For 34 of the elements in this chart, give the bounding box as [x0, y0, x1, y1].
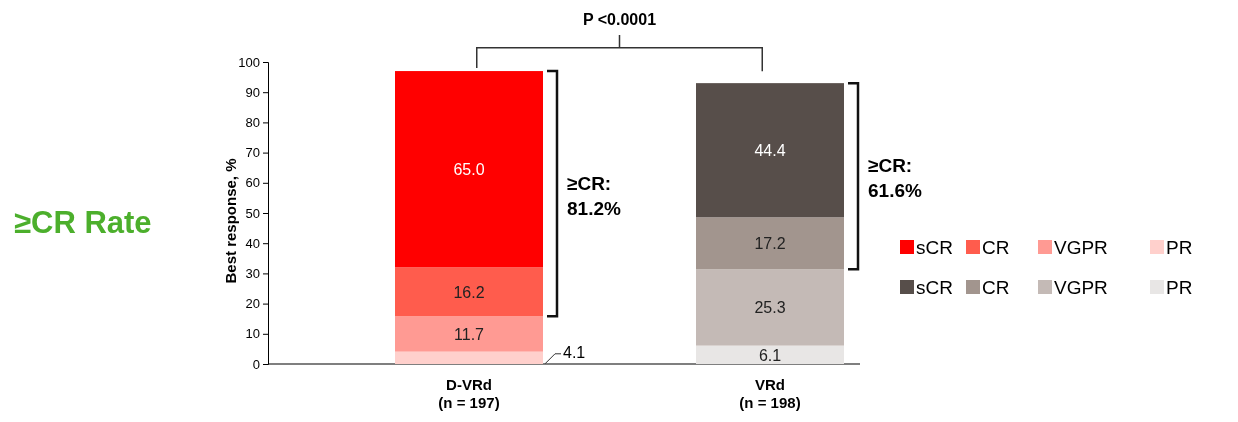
x-tick-label: D-VRd (n = 197) [438, 376, 500, 411]
text: ≥CR: 61.6% [868, 155, 922, 202]
y-tick-label: 100 [238, 54, 260, 70]
y-tick-label: 40 [245, 235, 260, 251]
y-tick-label: 10 [245, 326, 260, 342]
legend-label: CR [982, 237, 1010, 258]
data-label: 4.1 [563, 343, 586, 361]
data-label: 44.4 [754, 142, 786, 160]
text: ≥CR Rate [14, 205, 152, 240]
text: sCR [916, 277, 953, 298]
y-tick-label: 80 [245, 115, 260, 131]
data-label: 11.7 [454, 325, 485, 343]
legend-label: PR [1166, 277, 1193, 298]
data-label: 16.2 [453, 283, 485, 301]
text: P <0.0001 [582, 11, 657, 28]
y-tick-label: 30 [245, 266, 260, 282]
y-tick-label: 60 [245, 175, 260, 191]
y-tick-label: 50 [245, 205, 260, 221]
y-tick-label: 20 [245, 296, 260, 312]
y-tick-label: 90 [245, 84, 260, 100]
data-label: 17.2 [754, 235, 786, 253]
y-axis-title: Best response, % [222, 158, 239, 284]
legend-label: VGPR [1054, 277, 1108, 298]
y-tick-label: 70 [245, 145, 260, 161]
y-tick-label: 0 [252, 356, 260, 372]
data-label: 65.0 [453, 161, 485, 179]
text: CR [982, 277, 1010, 298]
text: PR [1166, 237, 1193, 258]
legend-label: sCR [916, 237, 953, 258]
annotation: ≥CR: 81.2% [567, 172, 621, 219]
data-label: 25.3 [754, 299, 786, 317]
text: VGPR [1054, 237, 1108, 258]
data-label: 6.1 [758, 346, 782, 364]
x-tick-label: VRd (n = 198) [739, 376, 801, 411]
